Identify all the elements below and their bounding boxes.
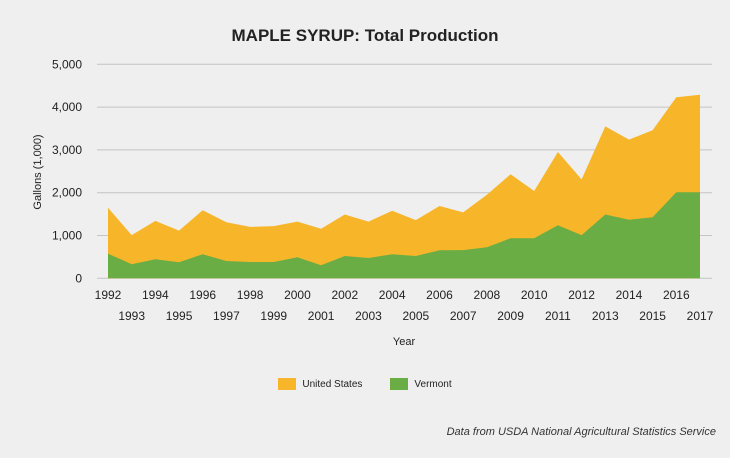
legend: United States Vermont (0, 378, 730, 390)
legend-label-united-states: United States (302, 378, 363, 390)
x-axis-label: Year (393, 336, 416, 348)
area-chart: 0 1,000 2,000 3,000 4,000 5,000 1992 1993 1994 19… (32, 57, 714, 348)
legend-item-vermont: Vermont (390, 378, 452, 390)
y-tick-label: 4,000 (52, 100, 82, 114)
area-vermont (108, 192, 700, 279)
y-tick-label: 0 (75, 271, 82, 285)
x-tick-label: 2012 (568, 288, 595, 302)
legend-item-united-states: United States (278, 378, 362, 390)
x-tick-label: 1998 (237, 288, 264, 302)
y-axis-label: Gallons (1,000) (32, 134, 44, 209)
x-tick-label: 1996 (189, 288, 216, 302)
x-tick-label: 2008 (474, 288, 501, 302)
x-tick-label: 1992 (95, 288, 122, 302)
x-tick-label: 2013 (592, 309, 619, 323)
y-tick-label: 3,000 (52, 143, 82, 157)
x-tick-label: 2010 (521, 288, 548, 302)
x-tick-label: 2004 (379, 288, 406, 302)
x-tick-label: 2003 (355, 309, 382, 323)
x-tick-label: 2009 (497, 309, 524, 323)
x-tick-label: 2015 (639, 309, 666, 323)
x-tick-label: 2006 (426, 288, 453, 302)
x-tick-label: 1999 (260, 309, 287, 323)
x-tick-label: 1995 (166, 309, 193, 323)
legend-swatch-united-states (278, 378, 297, 390)
x-tick-label: 2000 (284, 288, 311, 302)
x-tick-label: 1993 (118, 309, 145, 323)
x-tick-label: 1997 (213, 309, 240, 323)
legend-swatch-vermont (390, 378, 409, 390)
x-tick-label: 2002 (331, 288, 358, 302)
chart-title: MAPLE SYRUP: Total Production (231, 26, 499, 45)
legend-label-vermont: Vermont (414, 378, 452, 390)
x-tick-label: 1994 (142, 288, 169, 302)
x-tick-label: 2016 (663, 288, 690, 302)
y-tick-label: 5,000 (52, 57, 82, 71)
y-tick-label: 1,000 (52, 229, 82, 243)
source-note: Data from USDA National Agricultural Sta… (446, 426, 716, 438)
x-tick-label: 2007 (450, 309, 477, 323)
x-tick-label: 2005 (402, 309, 429, 323)
x-tick-label: 2014 (616, 288, 643, 302)
y-tick-label: 2,000 (52, 186, 82, 200)
x-tick-label: 2017 (687, 309, 714, 323)
x-tick-label: 2011 (545, 309, 571, 323)
x-tick-label: 2001 (308, 309, 335, 323)
